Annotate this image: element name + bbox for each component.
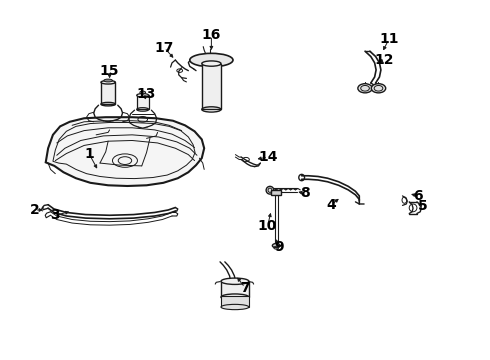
Text: 10: 10 — [258, 219, 277, 233]
Ellipse shape — [104, 79, 113, 82]
Bar — [101, 82, 115, 104]
Bar — [271, 189, 281, 195]
Ellipse shape — [358, 84, 372, 93]
Text: 6: 6 — [413, 189, 423, 203]
Text: 16: 16 — [202, 28, 221, 42]
Text: 5: 5 — [418, 199, 428, 213]
Text: 1: 1 — [84, 147, 94, 161]
Ellipse shape — [272, 243, 280, 248]
Text: 14: 14 — [258, 150, 278, 164]
Text: 8: 8 — [300, 186, 310, 201]
Ellipse shape — [202, 61, 221, 66]
Text: 11: 11 — [379, 32, 399, 46]
Ellipse shape — [371, 84, 386, 93]
Ellipse shape — [140, 91, 146, 94]
Text: 15: 15 — [100, 64, 120, 78]
Ellipse shape — [190, 53, 233, 67]
Text: 4: 4 — [326, 198, 336, 212]
Ellipse shape — [137, 94, 149, 97]
Text: 9: 9 — [274, 240, 283, 254]
Text: 13: 13 — [137, 86, 156, 100]
Bar — [221, 281, 249, 297]
Text: 3: 3 — [50, 208, 60, 222]
Bar — [221, 296, 249, 307]
Text: 2: 2 — [30, 203, 40, 217]
Ellipse shape — [101, 81, 115, 84]
Ellipse shape — [221, 278, 249, 284]
Bar — [137, 95, 149, 109]
Text: 12: 12 — [374, 53, 394, 67]
Bar — [202, 64, 221, 109]
Ellipse shape — [221, 304, 249, 310]
Text: 17: 17 — [155, 41, 174, 55]
Ellipse shape — [266, 186, 274, 194]
Polygon shape — [46, 117, 204, 186]
Text: 7: 7 — [240, 280, 250, 294]
